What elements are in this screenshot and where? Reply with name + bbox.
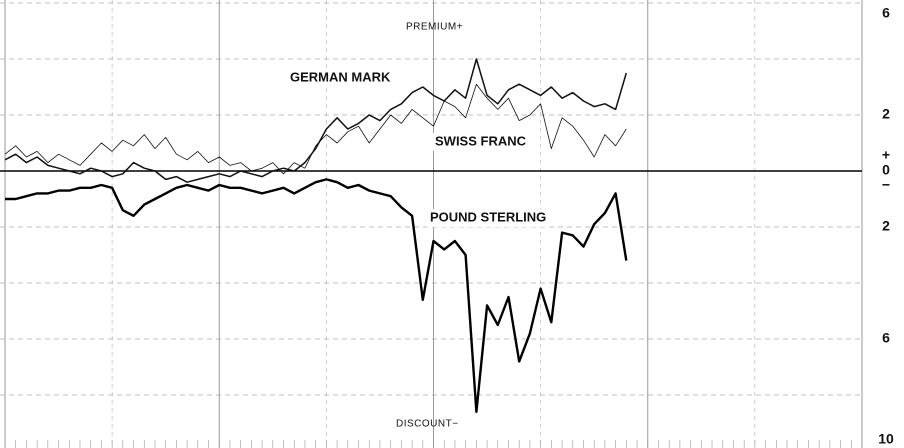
series-label: SWISS FRANC [435,133,527,148]
annotation: + [882,147,890,163]
y-tick-label: 6 [882,5,890,21]
series-label: POUND STERLING [430,209,546,224]
y-tick-label: 2 [882,106,890,122]
y-tick-label: 6 [882,330,890,346]
label-bg [427,209,550,227]
label-bg [287,69,394,87]
series-line [4,58,628,183]
series-line [5,178,628,413]
series-line [4,83,627,175]
annotation: DISCOUNT− [396,419,459,430]
y-tick-label: 0 [882,162,890,178]
annotation: − [882,177,890,193]
annotation: PREMIUM+ [406,22,463,33]
y-tick-label: 10 [878,431,894,447]
y-tick-label: 2 [882,218,890,234]
label-bg [432,133,529,151]
series-label: GERMAN MARK [290,69,391,84]
